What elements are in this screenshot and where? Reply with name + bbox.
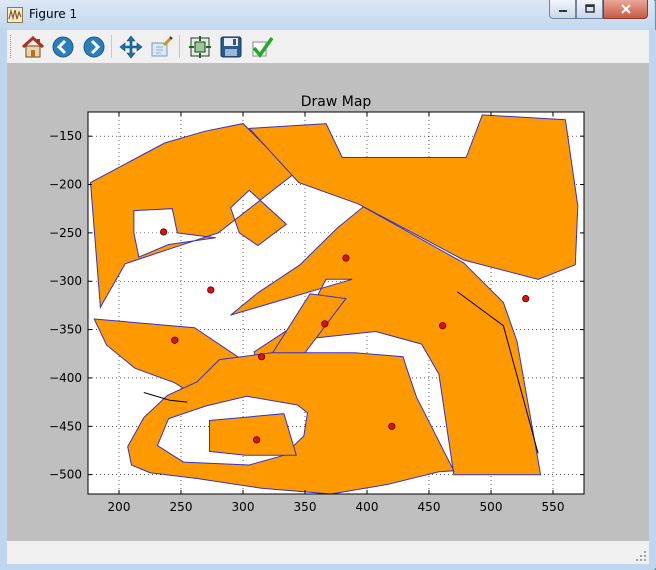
y-tick-label: −150 xyxy=(49,129,82,143)
map-point xyxy=(522,295,530,303)
map-polygon-top-right-block xyxy=(248,114,579,280)
y-tick-label: −250 xyxy=(49,226,82,240)
x-tick-label: 550 xyxy=(542,500,565,514)
window-bottom-border xyxy=(0,564,654,570)
map-polygons xyxy=(89,114,579,495)
map-point xyxy=(207,286,215,294)
map-point xyxy=(388,422,396,430)
road-lines xyxy=(143,291,539,454)
figure-canvas[interactable]: 200 250 300 350 400 450 500 550 −150 −200 −250 −300… xyxy=(7,63,649,541)
toolbar-separator xyxy=(111,35,112,58)
y-tick-label: −400 xyxy=(49,371,82,385)
chart-title: Draw Map xyxy=(301,94,372,110)
home-icon xyxy=(21,35,44,57)
map-point xyxy=(342,254,350,262)
pan-move-icon xyxy=(119,35,142,58)
map-polygon-top-left-block xyxy=(89,123,294,310)
forward-arrow-icon xyxy=(83,36,104,57)
resize-grip-icon[interactable] xyxy=(636,551,646,561)
pan-button[interactable] xyxy=(118,34,143,59)
map-point xyxy=(258,353,266,361)
x-tick-label: 200 xyxy=(108,500,131,514)
title-bar[interactable]: Figure 1 xyxy=(0,0,654,30)
x-tick-label: 400 xyxy=(356,500,379,514)
subplots-config-icon xyxy=(188,35,211,58)
status-bar xyxy=(7,541,649,564)
map-polygon-bottom-block xyxy=(127,352,455,495)
save-button[interactable] xyxy=(218,34,243,59)
zoom-rect-icon xyxy=(151,35,173,56)
window-right-border xyxy=(650,30,656,568)
map-line-road-left xyxy=(143,392,188,403)
map-line-road-right xyxy=(457,291,539,454)
minimize-button[interactable] xyxy=(549,0,576,19)
map-points xyxy=(160,228,530,444)
map-point xyxy=(321,320,329,328)
save-disk-icon xyxy=(220,36,241,57)
x-tick-label: 450 xyxy=(418,500,441,514)
map-point xyxy=(160,228,168,236)
back-arrow-icon xyxy=(52,36,73,57)
minimize-icon xyxy=(558,10,567,12)
y-tick-label: −500 xyxy=(49,468,82,482)
close-icon xyxy=(620,4,631,14)
x-tick-label: 350 xyxy=(294,500,317,514)
home-button[interactable] xyxy=(20,34,45,59)
y-tick-label: −350 xyxy=(49,323,82,337)
y-tick-label: −450 xyxy=(49,419,82,433)
close-button[interactable] xyxy=(603,0,648,19)
maximize-icon xyxy=(584,4,595,13)
x-tick-label: 500 xyxy=(480,500,503,514)
window-left-border xyxy=(0,30,7,568)
map-point xyxy=(253,436,261,444)
draw-map-chart[interactable]: 200 250 300 350 400 450 500 550 −150 −200 −250 −300… xyxy=(7,63,649,541)
window-title: Figure 1 xyxy=(29,7,78,21)
map-polygon-bottom-inner-block xyxy=(209,413,297,456)
x-tick-label: 250 xyxy=(170,500,193,514)
toolbar-separator xyxy=(179,35,180,58)
axis-ticks: 200 250 300 350 400 450 500 550 −150 −200 −250 −300… xyxy=(49,112,584,514)
toolbar-grip xyxy=(10,35,14,58)
edit-check-icon xyxy=(252,36,273,58)
matplotlib-app-icon xyxy=(7,7,23,23)
back-button[interactable] xyxy=(50,34,75,59)
zoom-button[interactable] xyxy=(149,34,174,59)
maximize-button[interactable] xyxy=(576,0,603,19)
subplots-button[interactable] xyxy=(187,34,212,59)
forward-button[interactable] xyxy=(81,34,106,59)
y-tick-label: −200 xyxy=(49,178,82,192)
x-tick-label: 300 xyxy=(232,500,255,514)
map-point xyxy=(171,336,179,344)
map-point xyxy=(439,322,447,330)
y-tick-label: −300 xyxy=(49,274,82,288)
navigation-toolbar xyxy=(7,30,649,64)
axes-frame xyxy=(87,111,585,495)
edit-parameters-button[interactable] xyxy=(249,34,274,59)
